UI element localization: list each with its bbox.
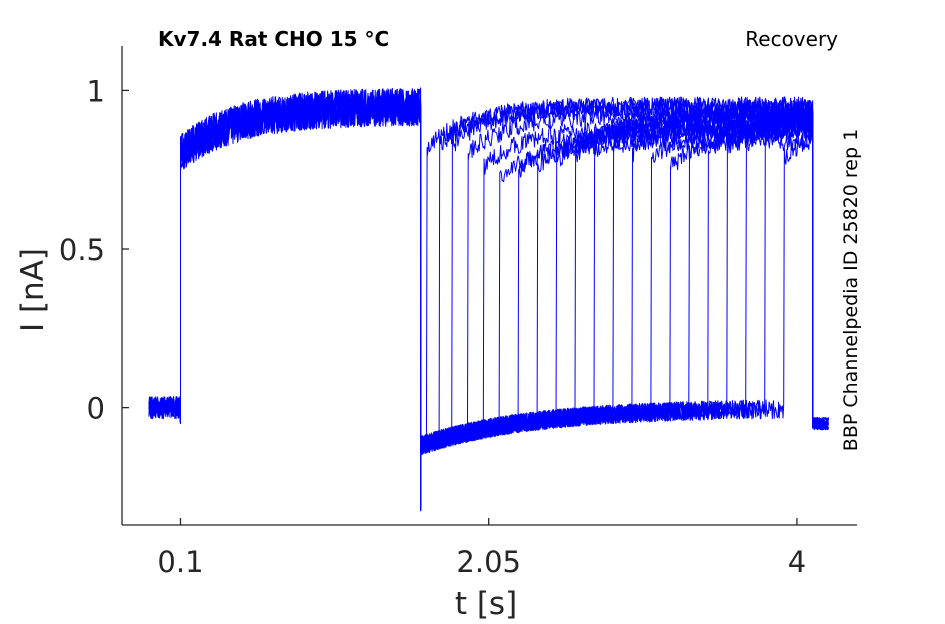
recovery-sweep (420, 106, 829, 507)
recovery-sweep (420, 113, 829, 510)
recovery-sweep (420, 103, 829, 506)
chart-subtitle: Recovery (745, 27, 838, 51)
recovery-sweep (420, 99, 829, 506)
recovery-sweep (420, 121, 829, 512)
recovery-sweep (420, 118, 829, 498)
recovery-sweep (420, 106, 829, 501)
x-tick-label: 4 (788, 545, 806, 579)
recovery-sweep (420, 96, 829, 508)
recovery-sweep (420, 118, 829, 505)
recovery-sweep (420, 121, 829, 500)
recovery-sweep (420, 112, 829, 505)
y-tick-label: 1 (87, 74, 105, 108)
side-label: BBP Channelpedia ID 25820 rep 1 (840, 129, 862, 451)
x-axis-label: t [s] (455, 586, 517, 622)
y-axis-label: I [nA] (15, 248, 51, 332)
recovery-sweep (420, 105, 829, 511)
chart-title: Kv7.4 Rat CHO 15 °C (158, 27, 389, 51)
y-axis-ticks: 00.51 (59, 74, 129, 426)
recovery-sweep (420, 100, 829, 503)
recovery-sweep (420, 124, 829, 509)
x-tick-label: 2.05 (456, 545, 521, 579)
plot-area (148, 87, 829, 512)
y-tick-label: 0.5 (59, 233, 105, 267)
x-axis-ticks: 0.1 2.05 4 (157, 518, 806, 579)
conditioning-sweep (148, 88, 422, 503)
current-traces (148, 87, 829, 512)
y-tick-label: 0 (87, 392, 105, 426)
recovery-sweep (420, 131, 829, 499)
recovery-sweep (420, 109, 829, 511)
recovery-sweep (420, 107, 829, 500)
x-tick-label: 0.1 (157, 545, 203, 579)
recovery-sweep (420, 105, 829, 505)
